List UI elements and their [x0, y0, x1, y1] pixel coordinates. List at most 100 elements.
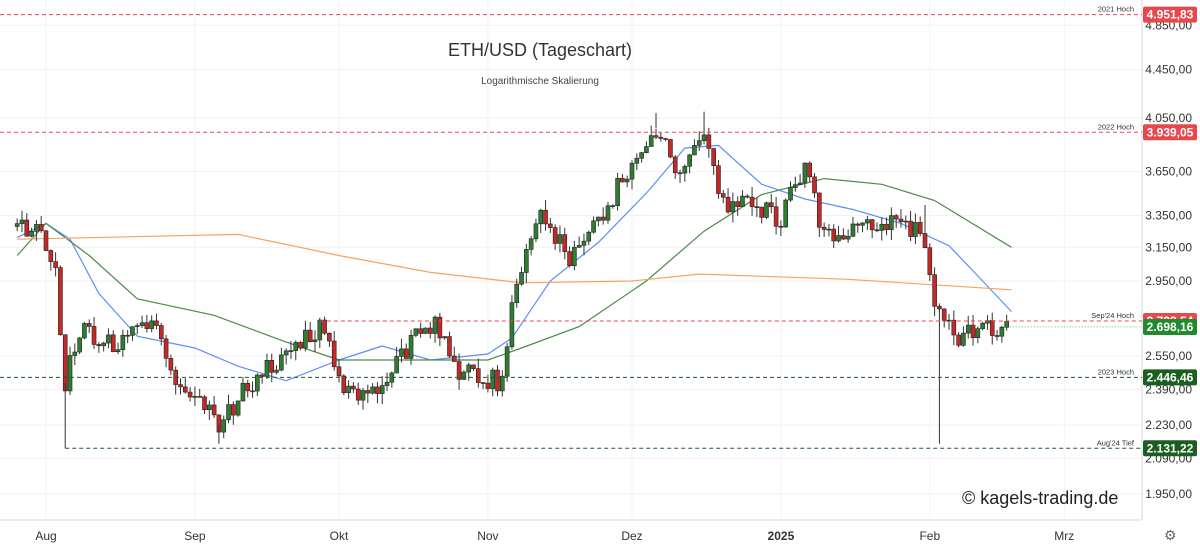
y-tick-label: 2.230,00 [1145, 418, 1192, 432]
candle-body [91, 326, 97, 345]
candle-body [86, 323, 92, 327]
candle-body [154, 320, 159, 326]
candle-body [110, 334, 116, 353]
candle-body [970, 324, 976, 339]
y-tick-label: 4.050,00 [1145, 111, 1192, 125]
candle-body [672, 156, 678, 174]
candle-body [269, 359, 275, 373]
price-level-value: 3.939,05 [1147, 125, 1194, 139]
candle-body [19, 219, 25, 224]
candle-body [524, 249, 529, 273]
candle-body [941, 308, 947, 321]
candle-body [874, 229, 880, 232]
candle-body [994, 335, 1000, 337]
candle-body [250, 390, 255, 393]
candle-body [629, 162, 635, 180]
candle-body [653, 135, 659, 138]
candle-body [788, 187, 793, 201]
candle-body [245, 382, 251, 392]
candle-body [889, 215, 894, 230]
candle-body [365, 390, 371, 394]
candle-body [182, 386, 188, 393]
candle-body [106, 334, 111, 344]
candle-body [562, 234, 568, 252]
price-level-badge [1143, 124, 1197, 141]
candle-body [139, 322, 145, 326]
price-level-badge [1143, 6, 1197, 23]
candle-body [533, 223, 539, 240]
candle-body [884, 223, 889, 230]
candle-body [850, 223, 856, 237]
candle-body [134, 325, 140, 327]
moving-average-50 [16, 177, 1012, 361]
copyright-label: © kagels-trading.de [962, 488, 1119, 508]
candle-body [327, 332, 332, 342]
candle-body [192, 396, 198, 398]
candle-body [759, 206, 764, 218]
candle-body [471, 364, 476, 369]
candle-body [692, 145, 697, 156]
candle-body [927, 247, 933, 275]
candle-body [682, 165, 688, 174]
candle-body [764, 202, 769, 218]
candle-body [432, 316, 438, 334]
candle-body [341, 375, 347, 394]
candle-body [197, 396, 203, 398]
candle-body [817, 192, 822, 228]
price-level-name: Sep'24 Hoch [1091, 311, 1134, 320]
candle-body [77, 337, 82, 353]
candle-body [581, 240, 587, 246]
y-tick-label: 3.150,00 [1145, 240, 1192, 254]
candle-body [38, 224, 44, 232]
candle-body [442, 336, 447, 339]
candle-body [307, 329, 313, 343]
candle-body [975, 328, 981, 339]
y-tick-label: 1.950,00 [1145, 487, 1192, 501]
candle-body [620, 177, 625, 183]
candle-body [922, 233, 928, 248]
candle-body [826, 228, 832, 231]
candle-body [865, 219, 870, 224]
candle-body [783, 199, 789, 228]
y-tick-label: 2.390,00 [1145, 382, 1192, 396]
candle-body [586, 231, 592, 242]
candle-body [360, 390, 366, 401]
x-tick-label: Okt [330, 529, 349, 543]
candle-body [807, 162, 813, 178]
candle-body [552, 227, 558, 244]
candle-body [317, 319, 323, 341]
price-level-value: 4.951,83 [1147, 8, 1194, 22]
candle-body [264, 359, 270, 377]
candle-body [62, 334, 68, 392]
candle-body [504, 346, 510, 377]
candle-body [399, 348, 404, 357]
price-level-name: Aug'24 Tief [1097, 438, 1135, 447]
candle-body [639, 152, 644, 159]
x-tick-label: 2025 [768, 529, 795, 543]
candle-body [125, 334, 130, 337]
candle-body [43, 230, 49, 251]
gear-icon[interactable]: ⚙ [1164, 527, 1177, 543]
candle-body [461, 371, 467, 380]
price-level-badge [1143, 369, 1197, 386]
candle-body [211, 404, 217, 416]
candle-body [908, 220, 913, 237]
chart-title: ETH/USD (Tageschart) [447, 40, 633, 60]
candle-body [514, 283, 520, 303]
candle-body [255, 374, 260, 392]
candle-body [240, 382, 246, 402]
candle-body [475, 368, 481, 383]
candle-body [519, 272, 524, 285]
candle-body [466, 364, 471, 373]
candle-body [677, 172, 683, 175]
candle-body [836, 235, 841, 242]
candle-body [644, 146, 649, 153]
candle-body [115, 349, 121, 353]
candle-body [370, 386, 375, 394]
candle-body [615, 177, 620, 206]
candle-body [893, 215, 899, 220]
candle-body [845, 236, 851, 240]
y-tick-label: 3.350,00 [1145, 209, 1192, 223]
y-tick-label: 3.650,00 [1145, 164, 1192, 178]
candle-body [14, 223, 20, 227]
